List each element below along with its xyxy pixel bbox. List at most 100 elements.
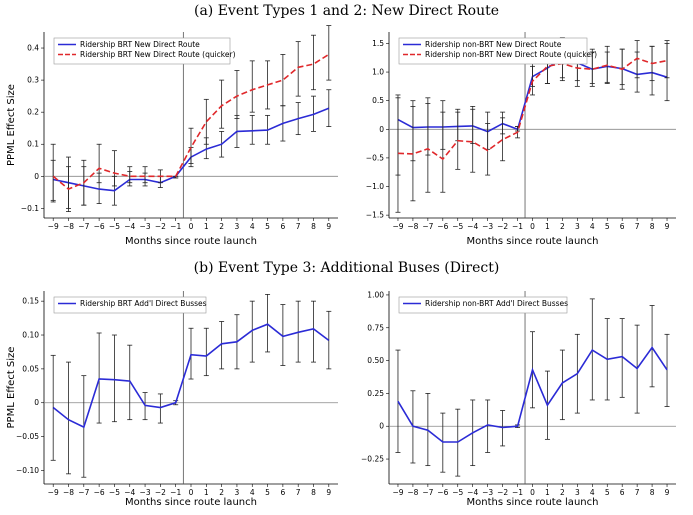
x-tick-label: 8 xyxy=(311,488,316,497)
x-tick-label: 5 xyxy=(605,488,610,497)
y-tick-label: 0.3 xyxy=(27,76,39,85)
section-title-b: (b) Event Type 3: Additional Buses (Dire… xyxy=(193,260,500,276)
y-tick-label: −0.05 xyxy=(16,432,39,441)
x-tick-label: 1 xyxy=(545,488,550,497)
x-tick-label: 2 xyxy=(219,488,224,497)
x-tick-label: 3 xyxy=(235,488,240,497)
x-tick-label: 0 xyxy=(189,488,194,497)
legend-label: Ridership non-BRT Add'l Direct Busses xyxy=(425,299,568,308)
x-tick-label: −3 xyxy=(482,488,493,497)
chart-a-left: −9 −8 −7 −6 −5 −4 −3 −2 −1 0 1 2 3 4 5 6 7 8 9 −0.1 0 0.1 0.2 0… xyxy=(6,25,339,247)
legend: Ridership non-BRT New Direct RouteRiders… xyxy=(398,37,597,65)
y-tick-label: 0.10 xyxy=(22,331,39,340)
series-dashed xyxy=(395,40,670,213)
x-tick-label: −8 xyxy=(63,222,74,231)
y-tick-label: −1.5 xyxy=(366,211,384,220)
x-tick-label: −6 xyxy=(94,222,105,231)
x-tick-label: −2 xyxy=(497,488,508,497)
y-tick-label: 1.0 xyxy=(372,68,384,77)
legend-label: Ridership non-BRT New Direct Route xyxy=(425,40,562,49)
x-tick-label: −3 xyxy=(140,488,151,497)
x-tick-label: −9 xyxy=(392,488,403,497)
x-tick-label: 7 xyxy=(635,488,640,497)
x-tick-label: 4 xyxy=(250,222,255,231)
x-tick-label: 6 xyxy=(620,488,625,497)
chart-b-right: −9 −8 −7 −6 −5 −4 −3 −2 −1 0 1 2 3 4 5 6 7 8 9 −0.25 0 0.25 0.… xyxy=(361,290,677,508)
legend-label: Ridership BRT New Direct Route (quicker) xyxy=(80,50,236,59)
legend-label: Ridership non-BRT New Direct Route (quic… xyxy=(425,50,597,59)
x-tick-label: 2 xyxy=(560,488,565,497)
x-tick-label: 8 xyxy=(650,222,655,231)
x-tick-label: −3 xyxy=(140,222,151,231)
legend-box xyxy=(53,37,231,65)
y-tick-label: −0.25 xyxy=(361,455,384,464)
x-tick-label: −9 xyxy=(48,222,59,231)
y-tick-label: 0.1 xyxy=(27,140,39,149)
x-tick-label: −8 xyxy=(407,488,418,497)
x-tick-label: 2 xyxy=(560,222,565,231)
x-tick-label: 0 xyxy=(189,222,194,231)
x-tick-label: 3 xyxy=(575,488,580,497)
x-tick-label: −7 xyxy=(78,488,89,497)
legend: Ridership non-BRT Add'l Direct Busses xyxy=(398,296,568,314)
x-tick-label: 2 xyxy=(219,222,224,231)
x-tick-label: −7 xyxy=(422,488,433,497)
x-axis-label: Months since route launch xyxy=(125,497,257,508)
y-tick-label: 0.50 xyxy=(367,356,384,365)
legend-box xyxy=(398,37,588,65)
x-tick-label: 6 xyxy=(620,222,625,231)
y-tick-label: 0.75 xyxy=(367,323,384,332)
y-tick-label: −0.1 xyxy=(21,204,39,213)
x-tick-label: −5 xyxy=(109,222,120,231)
legend: Ridership BRT Add'l Direct Busses xyxy=(53,296,207,314)
x-tick-label: −2 xyxy=(497,222,508,231)
x-tick-label: −1 xyxy=(512,488,523,497)
chart-b-left: −9 −8 −7 −6 −5 −4 −3 −2 −1 0 1 2 3 4 5 6 7 8 9 −0.10 −0.05 0 0… xyxy=(6,290,339,508)
x-tick-label: 7 xyxy=(296,488,301,497)
x-tick-label: 5 xyxy=(605,222,610,231)
y-tick-label: −1.0 xyxy=(366,182,384,191)
x-tick-label: 7 xyxy=(635,222,640,231)
x-tick-label: −2 xyxy=(155,222,166,231)
y-axis-label: PPML Effect Size xyxy=(6,84,17,166)
x-tick-label: 9 xyxy=(665,488,670,497)
x-tick-label: −1 xyxy=(512,222,523,231)
series-solid xyxy=(50,293,332,478)
x-tick-label: 4 xyxy=(250,488,255,497)
x-tick-label: −4 xyxy=(124,222,135,231)
x-tick-label: 4 xyxy=(590,222,595,231)
x-tick-label: −6 xyxy=(437,222,448,231)
y-tick-label: 0.25 xyxy=(367,389,384,398)
x-tick-label: −5 xyxy=(452,488,463,497)
y-tick-label: 0.05 xyxy=(22,364,39,373)
x-tick-label: 3 xyxy=(575,222,580,231)
legend-box xyxy=(53,296,207,314)
y-tick-label: 0.5 xyxy=(372,96,384,105)
x-tick-label: −9 xyxy=(48,488,59,497)
legend-label: Ridership BRT Add'l Direct Busses xyxy=(80,299,207,308)
series-line xyxy=(397,346,668,443)
x-tick-label: −4 xyxy=(467,488,478,497)
y-tick-label: 0 xyxy=(34,398,39,407)
x-tick-label: 9 xyxy=(665,222,670,231)
series-line xyxy=(397,57,668,161)
x-tick-label: −9 xyxy=(392,222,403,231)
series-line xyxy=(52,53,330,191)
x-tick-label: 0 xyxy=(530,488,535,497)
series-line xyxy=(52,323,330,429)
x-tick-label: 5 xyxy=(265,222,270,231)
x-tick-label: 6 xyxy=(280,222,285,231)
legend-label: Ridership BRT New Direct Route xyxy=(80,40,200,49)
legend-box xyxy=(398,296,568,314)
x-tick-label: 9 xyxy=(326,222,331,231)
y-tick-label: 1.5 xyxy=(372,39,384,48)
x-tick-label: 0 xyxy=(530,222,535,231)
plot-area xyxy=(43,290,339,485)
section-title-a: (a) Event Types 1 and 2: New Direct Rout… xyxy=(193,3,500,19)
y-tick-label: −0.10 xyxy=(16,466,39,475)
x-tick-label: 8 xyxy=(311,222,316,231)
x-tick-label: −6 xyxy=(437,488,448,497)
y-tick-label: 0 xyxy=(34,172,39,181)
x-tick-label: 3 xyxy=(235,222,240,231)
